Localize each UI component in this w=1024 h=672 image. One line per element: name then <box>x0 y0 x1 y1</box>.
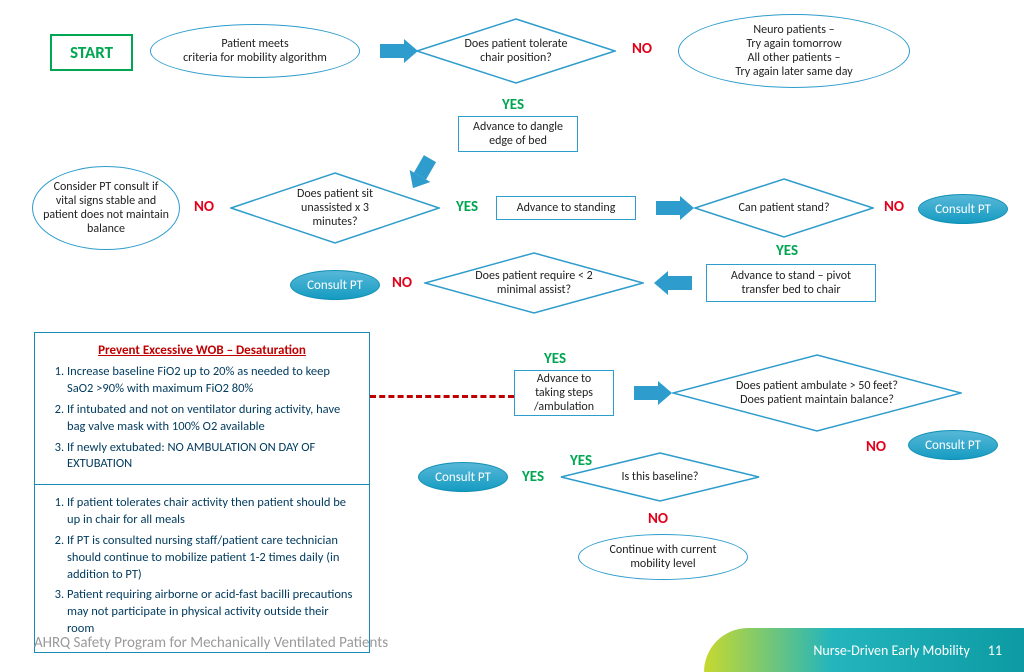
process-dangle: Advance to dangle edge of bed <box>458 116 578 152</box>
consult-pt-text: Consult PT <box>435 470 491 485</box>
node-criteria: Patient meets criteria for mobility algo… <box>150 24 360 78</box>
no-label: NO <box>632 40 652 58</box>
process-stand-pivot: Advance to stand – pivot transfer bed to… <box>706 264 876 302</box>
yes-label: YES <box>522 468 544 486</box>
start-box: START <box>50 34 133 71</box>
process-ambulation: Advance to taking steps /ambulation <box>514 370 614 416</box>
prevent-item: Increase baseline FiO2 up to 20% as need… <box>67 364 357 398</box>
notes-item: If patient tolerates chair activity then… <box>67 495 357 529</box>
decision-ambulate-50: Does patient ambulate > 50 feet? Does pa… <box>672 354 962 432</box>
decision-can-stand-text: Can patient stand? <box>738 201 829 215</box>
decision-chair-text: Does patient tolerate chair position? <box>464 37 567 65</box>
decision-min-assist-text: Does patient require < 2 minimal assist? <box>475 269 592 297</box>
prevent-item: If newly extubated: NO AMBULATION ON DAY… <box>67 440 357 474</box>
prevent-item: If intubated and not on ventilator durin… <box>67 402 357 436</box>
process-dangle-text: Advance to dangle edge of bed <box>473 120 563 148</box>
consult-pt-pill: Consult PT <box>418 462 508 492</box>
consult-pt-pill: Consult PT <box>290 270 380 300</box>
node-continue: Continue with current mobility level <box>578 534 748 580</box>
footer-right: Nurse-Driven Early Mobility <box>813 642 969 659</box>
no-label: NO <box>392 274 412 292</box>
footer-banner: Nurse-Driven Early Mobility 11 <box>704 628 1024 672</box>
decision-baseline: Is this baseline? <box>560 452 760 502</box>
node-try-again-text: Neuro patients – Try again tomorrow All … <box>735 23 852 79</box>
yes-label: YES <box>776 242 798 260</box>
footer-left: AHRQ Safety Program for Mechanically Ven… <box>34 634 388 652</box>
no-label: NO <box>648 510 668 528</box>
yes-label: YES <box>456 198 478 216</box>
process-ambulation-text: Advance to taking steps /ambulation <box>534 372 594 414</box>
decision-min-assist: Does patient require < 2 minimal assist? <box>424 252 644 314</box>
notes-box: If patient tolerates chair activity then… <box>34 484 370 653</box>
node-consider-pt-text: Consider PT consult if vital signs stabl… <box>43 180 169 236</box>
decision-can-stand: Can patient stand? <box>694 178 874 238</box>
decision-chair-position: Does patient tolerate chair position? <box>416 18 616 84</box>
footer-page: 11 <box>988 642 1002 659</box>
consult-pt-text: Consult PT <box>307 278 363 293</box>
prevent-wob-box: Prevent Excessive WOB – Desaturation Inc… <box>34 332 370 488</box>
decision-baseline-text: Is this baseline? <box>622 470 699 484</box>
process-stand-pivot-text: Advance to stand – pivot transfer bed to… <box>731 269 851 297</box>
node-criteria-text: Patient meets criteria for mobility algo… <box>183 37 327 65</box>
dashed-connector <box>370 395 514 398</box>
consult-pt-pill: Consult PT <box>908 430 998 460</box>
notes-item: Patient requiring airborne or acid-fast … <box>67 587 357 638</box>
decision-ambulate-50-text: Does patient ambulate > 50 feet? Does pa… <box>736 379 898 407</box>
consult-pt-pill: Consult PT <box>918 194 1008 224</box>
no-label: NO <box>884 198 904 216</box>
no-label: NO <box>194 198 214 216</box>
yes-label: YES <box>502 96 524 114</box>
decision-sit-unassisted: Does patient sit unassisted x 3 minutes? <box>230 172 440 244</box>
prevent-title: Prevent Excessive WOB – Desaturation <box>47 343 357 358</box>
process-standing-text: Advance to standing <box>517 201 616 215</box>
consult-pt-text: Consult PT <box>925 438 981 453</box>
node-consider-pt: Consider PT consult if vital signs stabl… <box>32 166 180 250</box>
notes-item: If PT is consulted nursing staff/patient… <box>67 533 357 584</box>
node-try-again: Neuro patients – Try again tomorrow All … <box>678 14 910 88</box>
decision-sit-text: Does patient sit unassisted x 3 minutes? <box>297 187 373 229</box>
node-continue-text: Continue with current mobility level <box>609 543 716 571</box>
no-label: NO <box>866 438 886 456</box>
consult-pt-text: Consult PT <box>935 202 991 217</box>
process-standing: Advance to standing <box>496 196 636 220</box>
yes-label: YES <box>544 350 566 368</box>
